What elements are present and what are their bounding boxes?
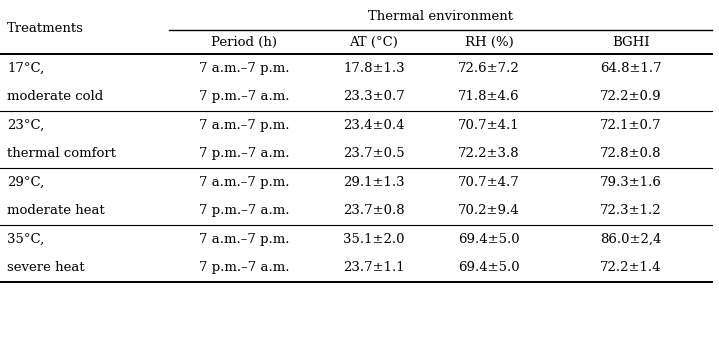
Text: 35.1±2.0: 35.1±2.0 <box>343 233 405 246</box>
Text: 29.1±1.3: 29.1±1.3 <box>343 176 405 189</box>
Text: 72.6±7.2: 72.6±7.2 <box>458 62 520 75</box>
Text: 70.7±4.7: 70.7±4.7 <box>458 176 520 189</box>
Text: 64.8±1.7: 64.8±1.7 <box>600 62 661 75</box>
Text: 7 p.m.–7 a.m.: 7 p.m.–7 a.m. <box>199 90 290 103</box>
Text: AT (°C): AT (°C) <box>349 35 398 48</box>
Text: 7 p.m.–7 a.m.: 7 p.m.–7 a.m. <box>199 204 290 217</box>
Text: 23.7±0.8: 23.7±0.8 <box>343 204 405 217</box>
Text: 23.7±1.1: 23.7±1.1 <box>343 261 405 274</box>
Text: thermal comfort: thermal comfort <box>7 147 116 160</box>
Text: severe heat: severe heat <box>7 261 85 274</box>
Text: 29°C,: 29°C, <box>7 176 45 189</box>
Text: 17°C,: 17°C, <box>7 62 45 75</box>
Text: 69.4±5.0: 69.4±5.0 <box>458 233 520 246</box>
Text: 7 a.m.–7 p.m.: 7 a.m.–7 p.m. <box>199 119 290 132</box>
Text: 71.8±4.6: 71.8±4.6 <box>458 90 520 103</box>
Text: RH (%): RH (%) <box>464 35 513 48</box>
Text: 72.8±0.8: 72.8±0.8 <box>600 147 661 160</box>
Text: Thermal environment: Thermal environment <box>368 11 513 24</box>
Text: Treatments: Treatments <box>7 23 84 35</box>
Text: 86.0±2,4: 86.0±2,4 <box>600 233 661 246</box>
Text: 35°C,: 35°C, <box>7 233 45 246</box>
Text: Period (h): Period (h) <box>211 35 278 48</box>
Text: 23°C,: 23°C, <box>7 119 45 132</box>
Text: 70.2±9.4: 70.2±9.4 <box>458 204 520 217</box>
Text: BGHI: BGHI <box>612 35 650 48</box>
Text: 72.2±1.4: 72.2±1.4 <box>600 261 661 274</box>
Text: 23.4±0.4: 23.4±0.4 <box>343 119 405 132</box>
Text: 70.7±4.1: 70.7±4.1 <box>458 119 520 132</box>
Text: 7 p.m.–7 a.m.: 7 p.m.–7 a.m. <box>199 147 290 160</box>
Text: 72.2±0.9: 72.2±0.9 <box>600 90 661 103</box>
Text: 7 a.m.–7 p.m.: 7 a.m.–7 p.m. <box>199 176 290 189</box>
Text: moderate cold: moderate cold <box>7 90 104 103</box>
Text: 17.8±1.3: 17.8±1.3 <box>343 62 405 75</box>
Text: 79.3±1.6: 79.3±1.6 <box>600 176 662 189</box>
Text: 72.1±0.7: 72.1±0.7 <box>600 119 661 132</box>
Text: 72.2±3.8: 72.2±3.8 <box>458 147 520 160</box>
Text: 7 p.m.–7 a.m.: 7 p.m.–7 a.m. <box>199 261 290 274</box>
Text: 72.3±1.2: 72.3±1.2 <box>600 204 661 217</box>
Text: moderate heat: moderate heat <box>7 204 105 217</box>
Text: 23.3±0.7: 23.3±0.7 <box>343 90 405 103</box>
Text: 7 a.m.–7 p.m.: 7 a.m.–7 p.m. <box>199 62 290 75</box>
Text: 7 a.m.–7 p.m.: 7 a.m.–7 p.m. <box>199 233 290 246</box>
Text: 69.4±5.0: 69.4±5.0 <box>458 261 520 274</box>
Text: 23.7±0.5: 23.7±0.5 <box>343 147 405 160</box>
